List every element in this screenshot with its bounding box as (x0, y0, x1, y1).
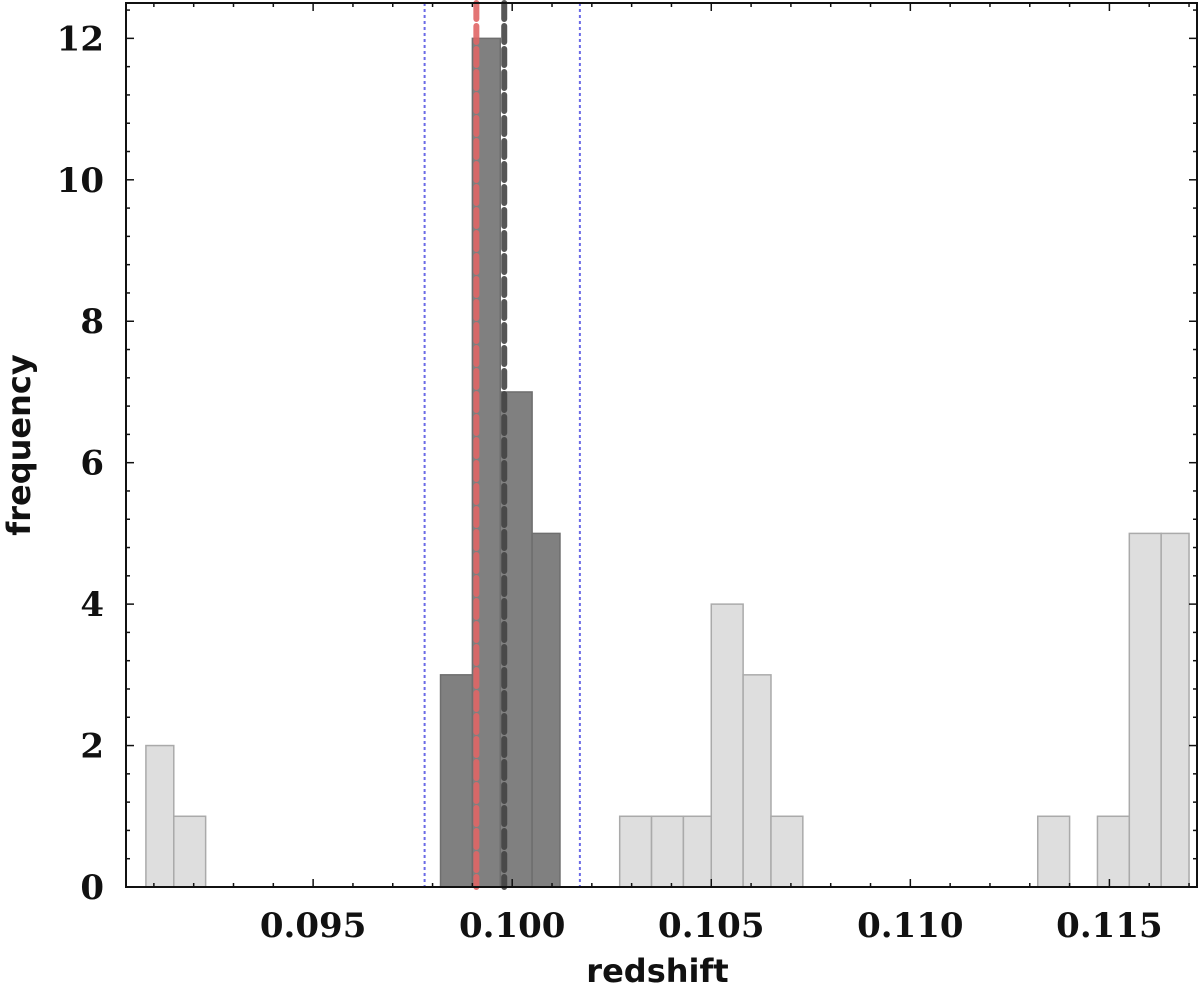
y-tick-label: 10 (57, 161, 104, 201)
bar-outside-window (742, 674, 772, 888)
x-axis-title: redshift (586, 952, 728, 988)
x-tick-labels: 0.095 0.100 0.105 0.110 0.115 (260, 906, 1163, 946)
bar-outside-window (173, 815, 207, 888)
plot-frame (125, 2, 1198, 888)
y-tick-label: 6 (80, 444, 104, 484)
bar-outside-window (618, 815, 653, 888)
histogram-bars (145, 37, 1190, 888)
bar-outside-window (710, 603, 744, 888)
bar-outside-window (682, 815, 713, 888)
y-tick-label: 4 (80, 585, 104, 625)
axis-ticks (126, 3, 1197, 888)
y-axis-title: frequency (0, 354, 38, 536)
x-tick-label: 0.115 (1056, 906, 1162, 946)
y-tick-label: 2 (80, 727, 104, 767)
reference-lines (423, 0, 581, 890)
x-tick-label: 0.100 (459, 906, 565, 946)
x-tick-label: 0.105 (658, 906, 764, 946)
x-tick-label: 0.110 (857, 906, 963, 946)
y-tick-label: 0 (80, 868, 104, 908)
bar-outside-window (145, 744, 175, 888)
y-tick-label: 8 (80, 302, 104, 342)
y-tick-label: 12 (57, 19, 104, 59)
bar-outside-window (1128, 532, 1162, 888)
bar-outside-window (770, 815, 804, 888)
bar-outside-window (1096, 815, 1131, 888)
bar-outside-window (1160, 532, 1190, 888)
bar-outside-window (650, 815, 685, 888)
y-tick-labels: 0 2 4 6 8 10 12 (57, 19, 104, 908)
bar-inside-window (531, 532, 561, 888)
bar-outside-window (1036, 815, 1071, 888)
bar-inside-window (439, 674, 474, 888)
x-tick-label: 0.095 (260, 906, 366, 946)
